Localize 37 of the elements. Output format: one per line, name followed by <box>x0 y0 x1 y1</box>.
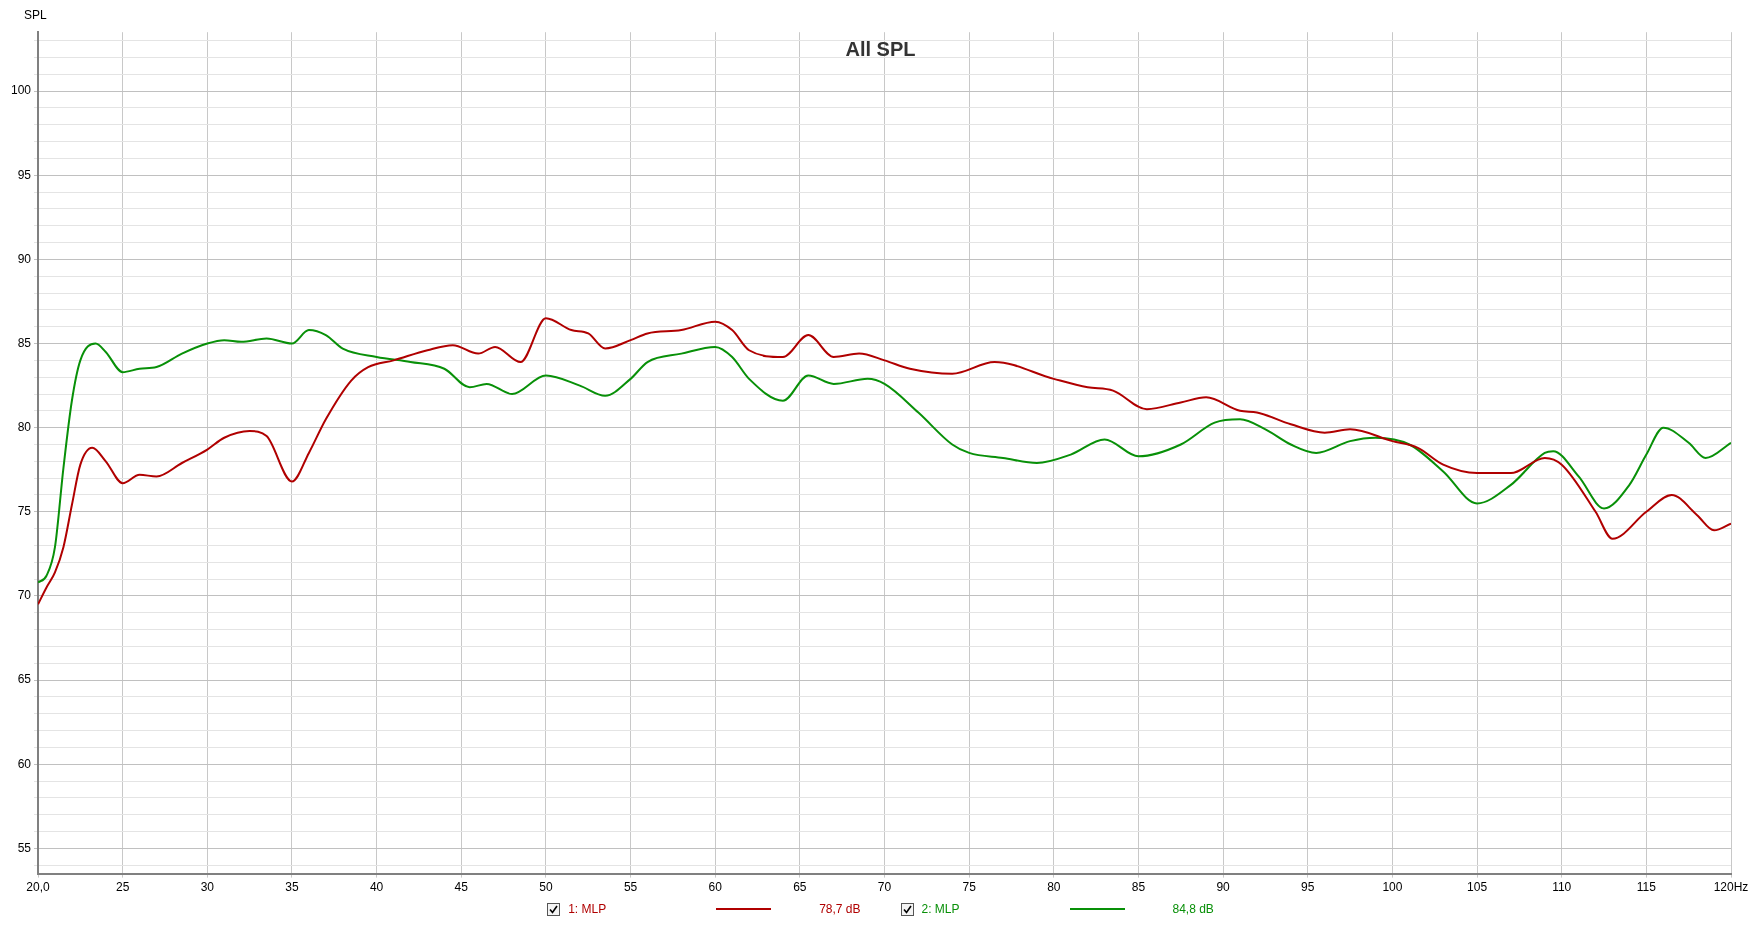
y-axis-title: SPL <box>23 8 48 22</box>
x-tick-label: 110 <box>1552 880 1572 895</box>
y-tick-label: 85 <box>17 335 32 350</box>
y-tick-label: 55 <box>17 840 32 855</box>
x-tick-label: 120Hz <box>1713 880 1749 895</box>
y-tick-label: 70 <box>17 588 32 603</box>
x-tick-label: 90 <box>1216 880 1231 895</box>
x-tick-label: 30 <box>200 880 215 895</box>
x-tick-label: 85 <box>1131 880 1146 895</box>
x-tick-label: 35 <box>285 880 299 895</box>
x-tick-label: 115 <box>1636 880 1657 895</box>
y-tick-label: 90 <box>17 251 32 266</box>
y-tick-label: 60 <box>17 756 32 771</box>
x-tick-label: 55 <box>623 880 638 895</box>
x-tick-label: 60 <box>708 880 723 895</box>
y-tick-label: 80 <box>17 419 32 434</box>
y-tick-label: 95 <box>17 167 32 182</box>
x-tick-label: 70 <box>877 880 892 895</box>
text: 2: MLP <box>921 902 961 916</box>
x-tick-label: 95 <box>1301 880 1315 895</box>
x-tick-label: 20,0 <box>26 880 51 895</box>
x-tick-label: 100 <box>1382 880 1403 895</box>
y-tick-label: 75 <box>17 504 32 519</box>
chart-title: All SPL <box>844 38 917 61</box>
x-tick-label: 105 <box>1467 880 1488 895</box>
x-tick-label: 25 <box>115 880 130 895</box>
y-tick-label: 100 <box>10 83 32 98</box>
x-tick-label: 65 <box>793 880 807 895</box>
x-tick-label: 50 <box>539 880 553 895</box>
x-tick-label: 40 <box>369 880 384 895</box>
x-tick-label: 75 <box>962 880 977 895</box>
y-tick-label: 65 <box>17 672 32 687</box>
text: 84,8 dB <box>1172 902 1214 916</box>
text: 78,7 dB <box>819 902 861 916</box>
text: 1: MLP <box>568 902 608 916</box>
x-tick-label: 80 <box>1047 880 1061 895</box>
x-tick-label: 45 <box>454 880 469 895</box>
